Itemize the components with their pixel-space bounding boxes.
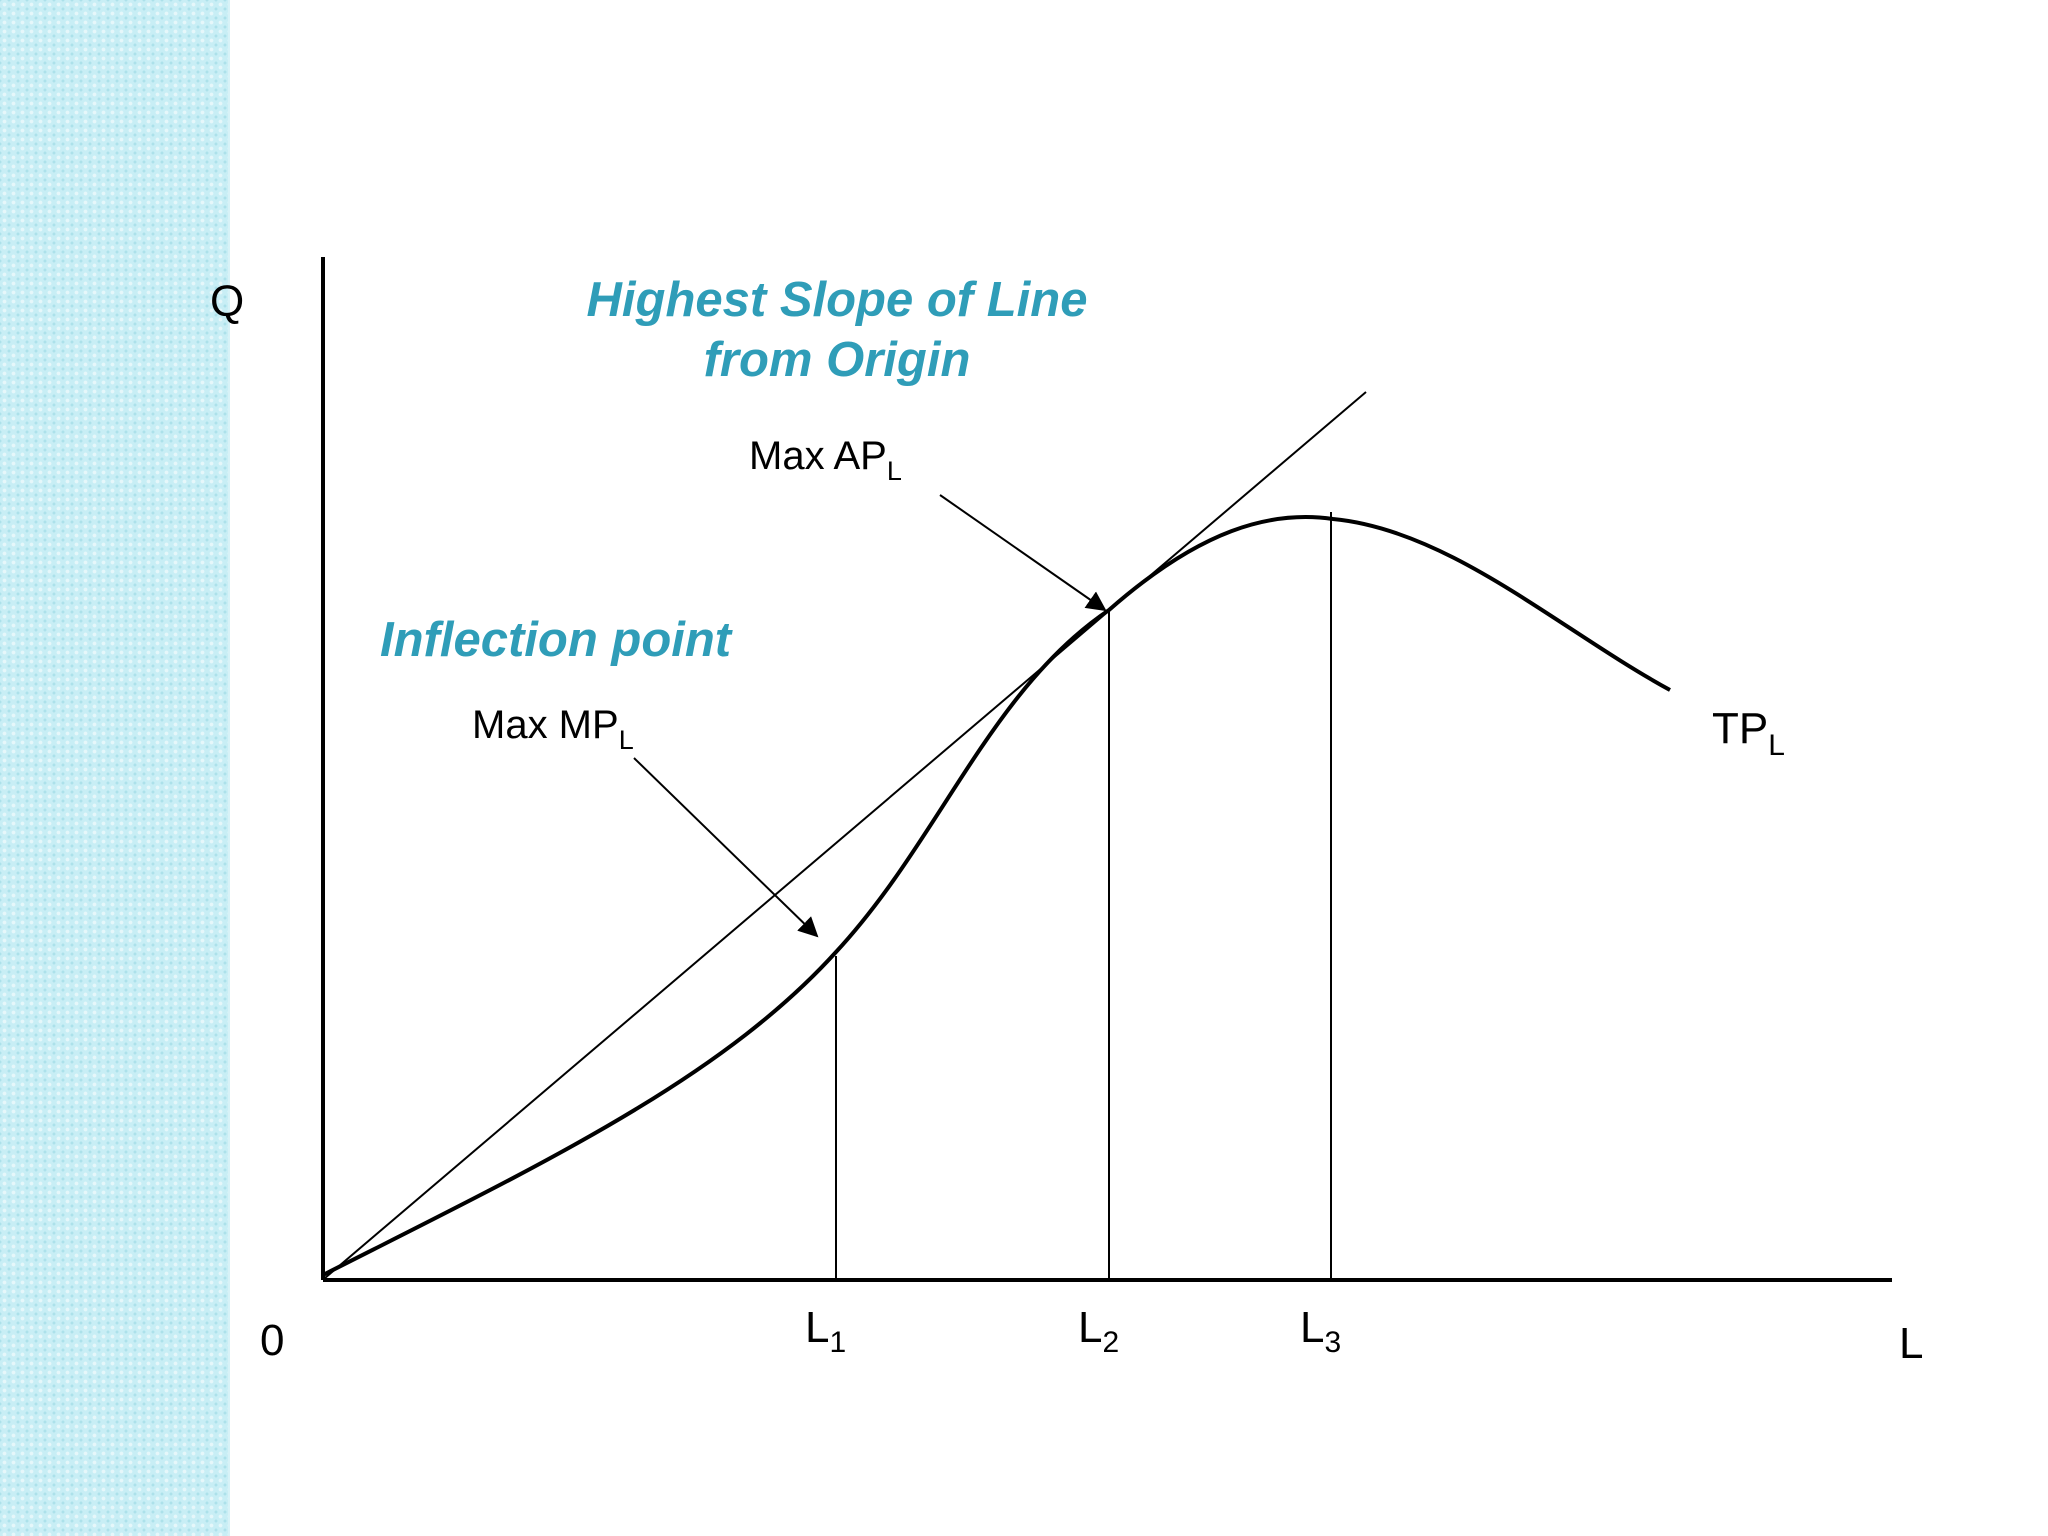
max-ap-arrow — [939, 494, 1107, 612]
tp-curve — [322, 515, 1671, 1277]
origin-label: 0 — [260, 1316, 284, 1365]
highest-slope-title-line2: from Origin — [704, 333, 971, 387]
decorative-side-band — [0, 0, 230, 1536]
max-mp-arrow — [633, 757, 819, 938]
highest-slope-title-line1: Highest Slope of Line — [587, 273, 1088, 327]
tp-curve-label: TPL — [1712, 704, 1785, 762]
x-axis-label: L — [1899, 1319, 1923, 1368]
max-mp-label: Max MPL — [472, 703, 634, 755]
ray-from-origin — [324, 391, 1367, 1279]
max-ap-label: Max APL — [749, 434, 902, 486]
inflection-point-label: Inflection point — [380, 613, 733, 667]
y-axis-label: Q — [210, 277, 244, 326]
tick-label-l2: L2 — [1078, 1303, 1119, 1359]
tick-label-l3: L3 — [1300, 1303, 1341, 1359]
tick-label-l1: L1 — [805, 1303, 846, 1359]
